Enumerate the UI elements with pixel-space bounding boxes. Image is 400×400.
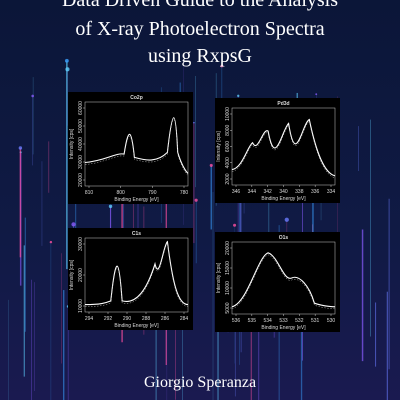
spectra-panels: Co2p 810 800 790 780 20000 30000 40000 50000 6000… bbox=[68, 92, 340, 332]
x-axis-label: Binding Energy [eV] bbox=[114, 323, 159, 329]
y-axis-label: Intensity [cps] bbox=[216, 262, 222, 293]
x-tick-label: 344 bbox=[248, 189, 257, 195]
sparkle bbox=[18, 146, 23, 150]
sparkle bbox=[194, 198, 198, 202]
x-tick-label: 292 bbox=[104, 316, 113, 322]
x-tick-label: 533 bbox=[279, 318, 288, 324]
x-tick-label: 340 bbox=[279, 189, 288, 195]
sparkle bbox=[64, 58, 69, 63]
y-tick-label: 20000 bbox=[225, 241, 231, 255]
x-tick-label: 800 bbox=[116, 190, 125, 196]
y-tick-label: 40000 bbox=[78, 137, 84, 151]
y-tick-label: 20000 bbox=[78, 173, 84, 187]
y-tick-label: 4000 bbox=[225, 157, 231, 168]
x-tick-label: 534 bbox=[263, 318, 272, 324]
x-tick-label: 290 bbox=[123, 316, 132, 322]
y-tick-label: 50000 bbox=[78, 119, 84, 133]
x-tick-label: 294 bbox=[85, 316, 94, 322]
x-tick-label: 532 bbox=[295, 318, 304, 324]
sparkle bbox=[209, 163, 213, 167]
x-tick-label: 336 bbox=[311, 189, 320, 195]
x-tick-label: 530 bbox=[327, 318, 336, 324]
x-tick-label: 531 bbox=[311, 318, 320, 324]
sparkle bbox=[193, 121, 195, 124]
x-tick-label: 334 bbox=[327, 189, 336, 195]
spectrum-envelope bbox=[231, 118, 336, 177]
x-tick-label: 535 bbox=[248, 318, 257, 324]
x-tick-label: 810 bbox=[85, 190, 94, 196]
spectrum-envelope bbox=[84, 240, 189, 306]
y-tick-label: 10000 bbox=[225, 107, 231, 121]
y-axis-label: Intensity [cps] bbox=[216, 131, 222, 162]
author: Giorgio Speranza bbox=[144, 374, 256, 391]
y-tick-label: 10000 bbox=[225, 281, 231, 295]
panel-title: Pd3d bbox=[277, 101, 289, 107]
x-tick-label: 286 bbox=[161, 316, 170, 322]
y-tick-label: 6000 bbox=[225, 141, 231, 152]
sparkle bbox=[284, 217, 289, 222]
panel: Co2p 810 800 790 780 20000 30000 40000 50000 6000… bbox=[68, 92, 193, 204]
y-tick-label: 2000 bbox=[225, 173, 231, 184]
sparkle bbox=[220, 64, 224, 68]
x-axis-label: Binding Energy [eV] bbox=[261, 325, 306, 331]
panel: Pd3d 346 344 342 340 338 336 334 2000 4000 6000 800… bbox=[215, 98, 340, 203]
x-axis-label: Binding Energy [eV] bbox=[261, 196, 306, 202]
title-line: of X-ray Photoelectron Spectra bbox=[75, 18, 324, 40]
spectrum-fit bbox=[84, 119, 189, 176]
x-tick-label: 536 bbox=[232, 318, 241, 324]
y-tick-label: 30000 bbox=[78, 237, 84, 251]
y-tick-label: 15000 bbox=[225, 261, 231, 275]
title-line: Data Driven Guide to the Analysis bbox=[62, 0, 338, 11]
panel-background bbox=[68, 228, 193, 330]
y-tick-label: 10000 bbox=[78, 299, 84, 313]
y-axis-label: Intensity [cps] bbox=[69, 128, 75, 159]
title-line: using RxpsG bbox=[148, 45, 252, 67]
panel: C1s 294 292 290 288 286 284 10000 20000 30000 Bind… bbox=[68, 228, 193, 330]
x-tick-label: 346 bbox=[232, 189, 241, 195]
y-tick-label: 20000 bbox=[78, 268, 84, 282]
sparkle bbox=[71, 222, 76, 227]
x-tick-label: 780 bbox=[180, 190, 189, 196]
spectrum-envelope bbox=[231, 252, 336, 308]
x-tick-label: 790 bbox=[148, 190, 157, 196]
y-axis-label: Intensity [cps] bbox=[69, 259, 75, 290]
x-tick-label: 342 bbox=[263, 189, 272, 195]
panel-background bbox=[215, 232, 340, 332]
y-tick-label: 5000 bbox=[225, 302, 231, 313]
sparkle bbox=[233, 223, 237, 227]
panel-title: O1s bbox=[279, 235, 289, 241]
x-tick-label: 288 bbox=[142, 316, 151, 322]
spectrum-fit bbox=[84, 243, 189, 307]
x-axis-label: Binding Energy [eV] bbox=[114, 197, 159, 203]
y-tick-label: 8000 bbox=[225, 124, 231, 135]
x-tick-label: 284 bbox=[180, 316, 189, 322]
sparkle bbox=[31, 94, 34, 98]
x-tick-label: 338 bbox=[295, 189, 304, 195]
spectrum-envelope bbox=[84, 117, 189, 174]
panel-background bbox=[68, 92, 193, 204]
panel-title: Co2p bbox=[130, 95, 143, 101]
panel-background bbox=[215, 98, 340, 203]
y-tick-label: 60000 bbox=[78, 101, 84, 115]
panel-title: C1s bbox=[132, 231, 141, 237]
sparkle bbox=[49, 240, 53, 244]
panel: O1s 536 535 534 533 532 531 530 5000 10000 15000 20… bbox=[215, 232, 340, 332]
sparkle bbox=[315, 93, 318, 96]
y-tick-label: 30000 bbox=[78, 155, 84, 169]
sparkle bbox=[108, 204, 113, 209]
spectrum-fit bbox=[231, 254, 336, 310]
sparkle bbox=[237, 94, 240, 98]
